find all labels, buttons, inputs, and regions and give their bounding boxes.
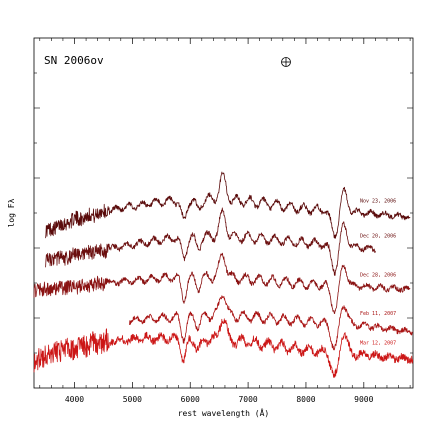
series-label: Mar 12, 2007 [360, 341, 396, 347]
series-layer [33, 171, 414, 378]
series-label: Dec 20, 2006 [360, 233, 396, 239]
x-tick-label: 5000 [123, 395, 142, 404]
x-tick-label: 9000 [354, 395, 373, 404]
spectrum-series [33, 252, 411, 314]
x-axis-label: rest wavelength (Å) [178, 407, 270, 418]
series-label: Dec 28, 2006 [360, 272, 396, 278]
x-tick-label: 4000 [65, 395, 84, 404]
x-tick-label: 8000 [296, 395, 315, 404]
x-tick-label: 7000 [238, 395, 257, 404]
spectrum-series [33, 318, 414, 378]
y-axis-label: log Fλ [7, 198, 16, 227]
series-label: Nov 23, 2006 [360, 199, 396, 205]
axis-ticks: 4000 5000 6000 7000 8000 9000 [34, 38, 413, 404]
chart-title: SN 2006ov [44, 54, 104, 67]
spectrum-series [129, 295, 413, 351]
series-label-layer: Nov 23, 2006 Dec 20, 2006 Dec 28, 2006 Feb … [360, 199, 396, 347]
spectrum-series [45, 171, 411, 239]
series-label: Feb 11, 2007 [360, 311, 396, 317]
spectrum-series [45, 207, 376, 276]
x-tick-label: 6000 [181, 395, 200, 404]
earth-symbol-icon [281, 57, 291, 67]
